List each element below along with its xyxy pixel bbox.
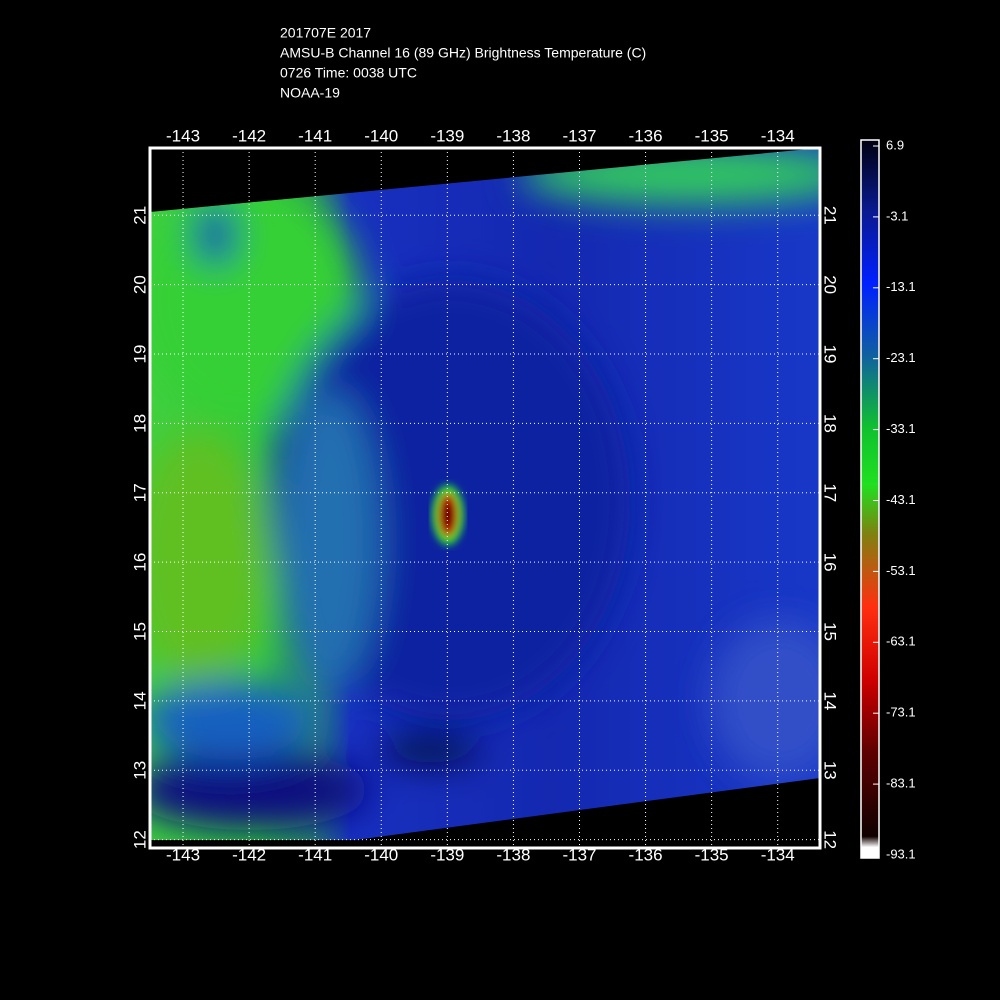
lat-label: 20 xyxy=(821,275,840,294)
lon-label: -139 xyxy=(430,845,464,864)
colorbar-label: -83.1 xyxy=(886,776,916,791)
header-line: AMSU-B Channel 16 (89 GHz) Brightness Te… xyxy=(280,45,646,61)
lon-label: -142 xyxy=(232,845,266,864)
lat-label: 21 xyxy=(130,206,149,225)
lon-label: -143 xyxy=(166,845,200,864)
lat-label: 19 xyxy=(821,345,840,364)
lat-label: 18 xyxy=(130,414,149,433)
lon-label: -137 xyxy=(562,126,596,145)
imagery xyxy=(150,148,820,840)
lat-label: 12 xyxy=(821,830,840,849)
colorbar-label: -13.1 xyxy=(886,279,916,294)
lat-label: 17 xyxy=(821,483,840,502)
colorbar-label: -33.1 xyxy=(886,421,916,436)
lat-label: 13 xyxy=(130,761,149,780)
lat-label: 20 xyxy=(130,275,149,294)
colorbar-label: 6.9 xyxy=(886,137,904,152)
lon-label: -138 xyxy=(496,126,530,145)
graticule xyxy=(150,148,820,848)
lon-label: -142 xyxy=(232,126,266,145)
lon-label: -134 xyxy=(761,126,795,145)
colorbar-label: -43.1 xyxy=(886,492,916,507)
header-line: 201707E 2017 xyxy=(280,25,371,41)
plot-frame xyxy=(148,146,822,850)
lat-label: 16 xyxy=(130,553,149,572)
lat-label: 19 xyxy=(130,345,149,364)
lon-label: -134 xyxy=(761,845,795,864)
lat-label: 15 xyxy=(130,622,149,641)
lon-label: -136 xyxy=(629,126,663,145)
colorbar xyxy=(860,139,880,859)
lon-label: -135 xyxy=(695,845,729,864)
header-line: 0726 Time: 0038 UTC xyxy=(280,65,417,81)
lat-label: 21 xyxy=(821,206,840,225)
lat-label: 18 xyxy=(821,414,840,433)
lat-label: 14 xyxy=(130,691,149,710)
colorbar-label: -3.1 xyxy=(886,208,908,223)
lon-label: -136 xyxy=(629,845,663,864)
lat-label: 13 xyxy=(821,761,840,780)
colorbar-label: -73.1 xyxy=(886,705,916,720)
lat-label: 15 xyxy=(821,622,840,641)
lon-label: -140 xyxy=(364,126,398,145)
header-line: NOAA-19 xyxy=(280,85,340,101)
colorbar-label: -53.1 xyxy=(886,563,916,578)
lat-label: 14 xyxy=(821,691,840,710)
lon-label: -140 xyxy=(364,845,398,864)
lon-label: -141 xyxy=(298,845,332,864)
lon-label: -139 xyxy=(430,126,464,145)
lon-label: -138 xyxy=(496,845,530,864)
lat-label: 16 xyxy=(821,553,840,572)
colorbar-label: -93.1 xyxy=(886,846,916,861)
lat-label: 12 xyxy=(130,830,149,849)
lon-label: -141 xyxy=(298,126,332,145)
lat-label: 17 xyxy=(130,483,149,502)
lon-label: -143 xyxy=(166,126,200,145)
colorbar-label: -63.1 xyxy=(886,634,916,649)
colorbar-label: -23.1 xyxy=(886,350,916,365)
lon-label: -135 xyxy=(695,126,729,145)
lon-label: -137 xyxy=(562,845,596,864)
